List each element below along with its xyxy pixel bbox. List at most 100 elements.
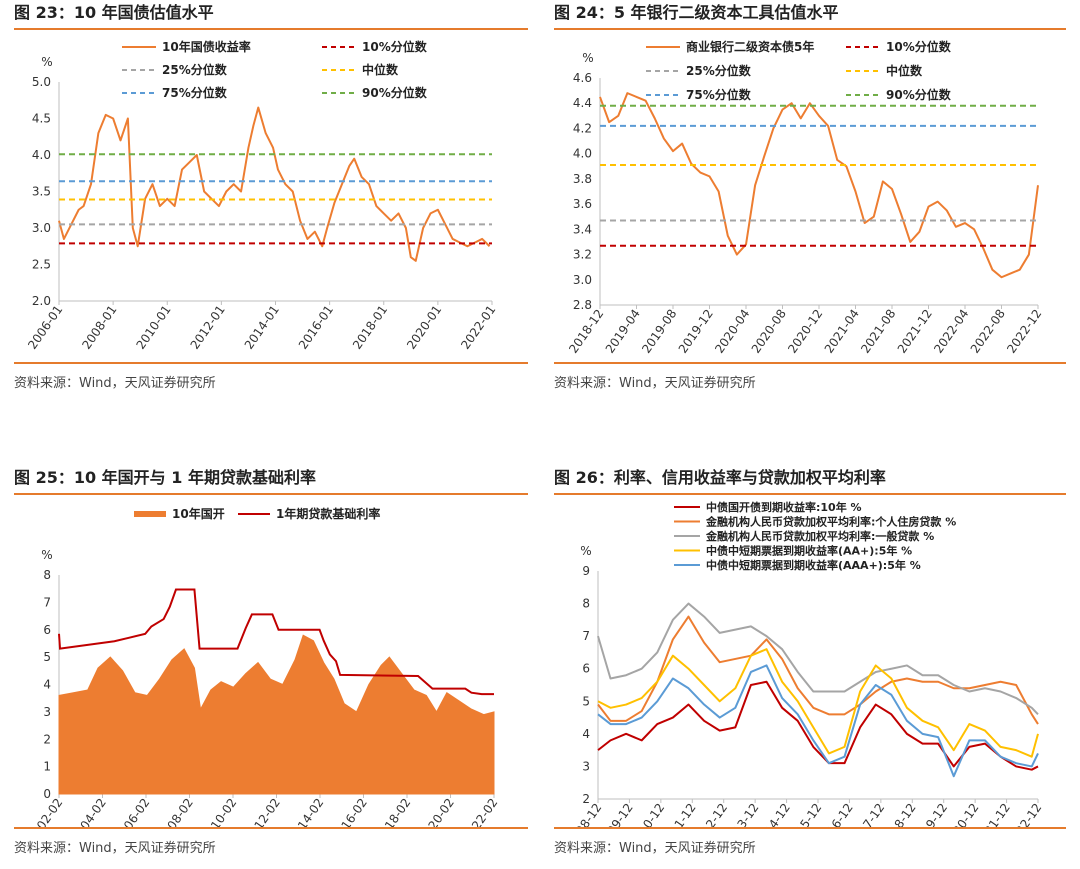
y-tick-label: 4 xyxy=(582,727,590,741)
y-tick-label: 4.2 xyxy=(573,121,592,135)
x-tick-label: 2020-08 xyxy=(749,307,789,356)
y-tick-label: 3.0 xyxy=(32,221,51,235)
bottom-rule xyxy=(14,827,528,829)
y-tick-label: 3 xyxy=(582,759,590,773)
x-tick-label: 2019-12 xyxy=(910,801,950,827)
panel-26: 图 26：利率、信用收益率与贷款加权平均利率 % 2 3 4 5 6 7 8 9 2008-12 2… xyxy=(554,465,1066,865)
bottom-rule xyxy=(554,827,1066,829)
title-rule xyxy=(554,493,1066,495)
y-tick-label: 1 xyxy=(43,760,51,774)
chart-23: % 2.0 2.5 3.0 3.5 4.0 4.5 5.0 2006-01 2008-01 2010… xyxy=(25,39,498,352)
title-rule xyxy=(14,493,528,495)
chart-26: %234567892008-122009-122010-122011-12201… xyxy=(564,500,1044,827)
series-0-area xyxy=(58,634,495,795)
x-tick-label: 2019-12 xyxy=(676,307,716,356)
x-tick-label: 2019-08 xyxy=(639,307,679,356)
x-tick-label: 2012-02 xyxy=(243,796,283,827)
y-tick-label: 2 xyxy=(43,732,51,746)
x-tick-label: 2020-01 xyxy=(404,303,444,352)
y-tick-label: 8 xyxy=(43,568,51,582)
x-tick-label: 2016-02 xyxy=(330,796,370,827)
legend-label: 90%分位数 xyxy=(886,87,952,102)
y-tick-label: 3.4 xyxy=(573,222,592,236)
legend-label: 金融机构人民币贷款加权平均利率:一般贷款 % xyxy=(705,529,934,543)
y-tick-label: 3.6 xyxy=(573,197,592,211)
y-axis-unit: % xyxy=(41,55,52,69)
y-tick-label: 3.2 xyxy=(573,248,592,262)
title-rule xyxy=(14,28,528,30)
panel-24: 图 24：5 年银行二级资本工具估值水平 % 2.8 3.0 3.2 3.4 3.6 3.8… xyxy=(554,0,1066,400)
x-tick-label: 2020-12 xyxy=(785,307,825,356)
x-tick-label: 2010-02 xyxy=(199,796,239,827)
x-tick-label: 2022-02 xyxy=(460,796,500,827)
bottom-rule xyxy=(554,362,1066,364)
y-tick-label: 7 xyxy=(43,595,51,609)
x-tick-label: 2017-12 xyxy=(847,801,887,827)
x-tick-label: 2021-12 xyxy=(973,801,1013,827)
source-note: 资料来源：Wind，天风证券研究所 xyxy=(14,841,216,856)
y-tick-label: 6 xyxy=(582,662,590,676)
y-tick-label: 4.0 xyxy=(573,147,592,161)
x-tick-label: 2020-04 xyxy=(712,307,752,356)
y-tick-label: 8 xyxy=(582,597,590,611)
x-tick-label: 2018-02 xyxy=(373,796,413,827)
series-2-line xyxy=(597,602,1039,716)
series-0-line xyxy=(58,106,491,262)
y-axis-unit: % xyxy=(582,51,593,65)
legend-label: 中位数 xyxy=(362,62,399,77)
x-tick-label: 2020-02 xyxy=(417,796,457,827)
source-note: 资料来源：Wind，天风证券研究所 xyxy=(14,376,216,391)
series-1-line xyxy=(597,615,1039,725)
y-tick-label: 9 xyxy=(582,564,590,578)
panel-23: 图 23：10 年国债估值水平 % 2.0 2.5 3.0 3.5 4.0 4.5 5.0 20… xyxy=(14,0,528,400)
x-tick-label: 2010-12 xyxy=(627,801,667,827)
x-tick-label: 2021-12 xyxy=(895,307,935,356)
legend-label: 90%分位数 xyxy=(362,85,428,100)
legend-label: 金融机构人民币贷款加权平均利率:个人住房贷款 % xyxy=(705,515,956,529)
x-tick-label: 2006-01 xyxy=(25,303,65,352)
x-tick-label: 2020-12 xyxy=(941,801,981,827)
panel-25: 图 25：10 年国开与 1 年期贷款基础利率 % 0 1 2 3 4 5 6 7 8 2002-0… xyxy=(14,465,528,865)
x-tick-label: 2016-01 xyxy=(296,303,336,352)
legend-label: 25%分位数 xyxy=(686,63,752,78)
legend-label: 中债中短期票据到期收益率(AA+):5年 % xyxy=(706,544,912,558)
x-tick-label: 2018-12 xyxy=(566,307,606,356)
x-tick-label: 2014-01 xyxy=(242,303,282,352)
y-tick-label: 7 xyxy=(582,629,590,643)
y-tick-label: 4.4 xyxy=(573,96,592,110)
legend-label: 10%分位数 xyxy=(362,39,428,54)
x-tick-label: 2008-02 xyxy=(156,796,196,827)
x-tick-label: 2014-12 xyxy=(753,801,793,827)
x-tick-label: 2022-01 xyxy=(458,303,498,352)
x-tick-label: 2021-08 xyxy=(858,307,898,356)
x-tick-label: 2018-01 xyxy=(350,303,390,352)
x-tick-label: 2022-12 xyxy=(1004,801,1044,827)
y-tick-label: 4 xyxy=(43,678,51,692)
y-tick-label: 5 xyxy=(43,650,51,664)
legend-label: 10%分位数 xyxy=(886,39,952,54)
x-tick-label: 2012-01 xyxy=(188,303,228,352)
x-tick-label: 2009-12 xyxy=(596,801,636,827)
y-tick-label: 6 xyxy=(43,623,51,637)
x-tick-label: 2019-04 xyxy=(603,307,643,356)
legend-label: 10年国债收益率 xyxy=(162,39,251,54)
legend-label: 10年国开 xyxy=(172,506,225,521)
legend-label: 中债中短期票据到期收益率(AAA+):5年 % xyxy=(706,558,921,572)
y-axis-unit: % xyxy=(580,544,591,558)
y-tick-label: 2 xyxy=(582,792,590,806)
series-0-line xyxy=(599,92,1039,279)
chart-title: 图 25：10 年国开与 1 年期贷款基础利率 xyxy=(14,468,316,487)
source-note: 资料来源：Wind，天风证券研究所 xyxy=(554,376,756,391)
x-tick-label: 2021-04 xyxy=(822,307,862,356)
y-tick-label: 2.5 xyxy=(32,258,51,272)
y-axis-unit: % xyxy=(41,548,52,562)
x-tick-label: 2004-02 xyxy=(69,796,109,827)
y-tick-label: 2.8 xyxy=(573,298,592,312)
x-tick-label: 2006-02 xyxy=(112,796,152,827)
legend-label: 25%分位数 xyxy=(162,62,228,77)
x-tick-label: 2022-04 xyxy=(931,307,971,356)
x-tick-label: 2022-08 xyxy=(968,307,1008,356)
series-3-line xyxy=(597,648,1039,758)
series-0-line xyxy=(597,680,1039,771)
y-tick-label: 4.5 xyxy=(32,112,51,126)
